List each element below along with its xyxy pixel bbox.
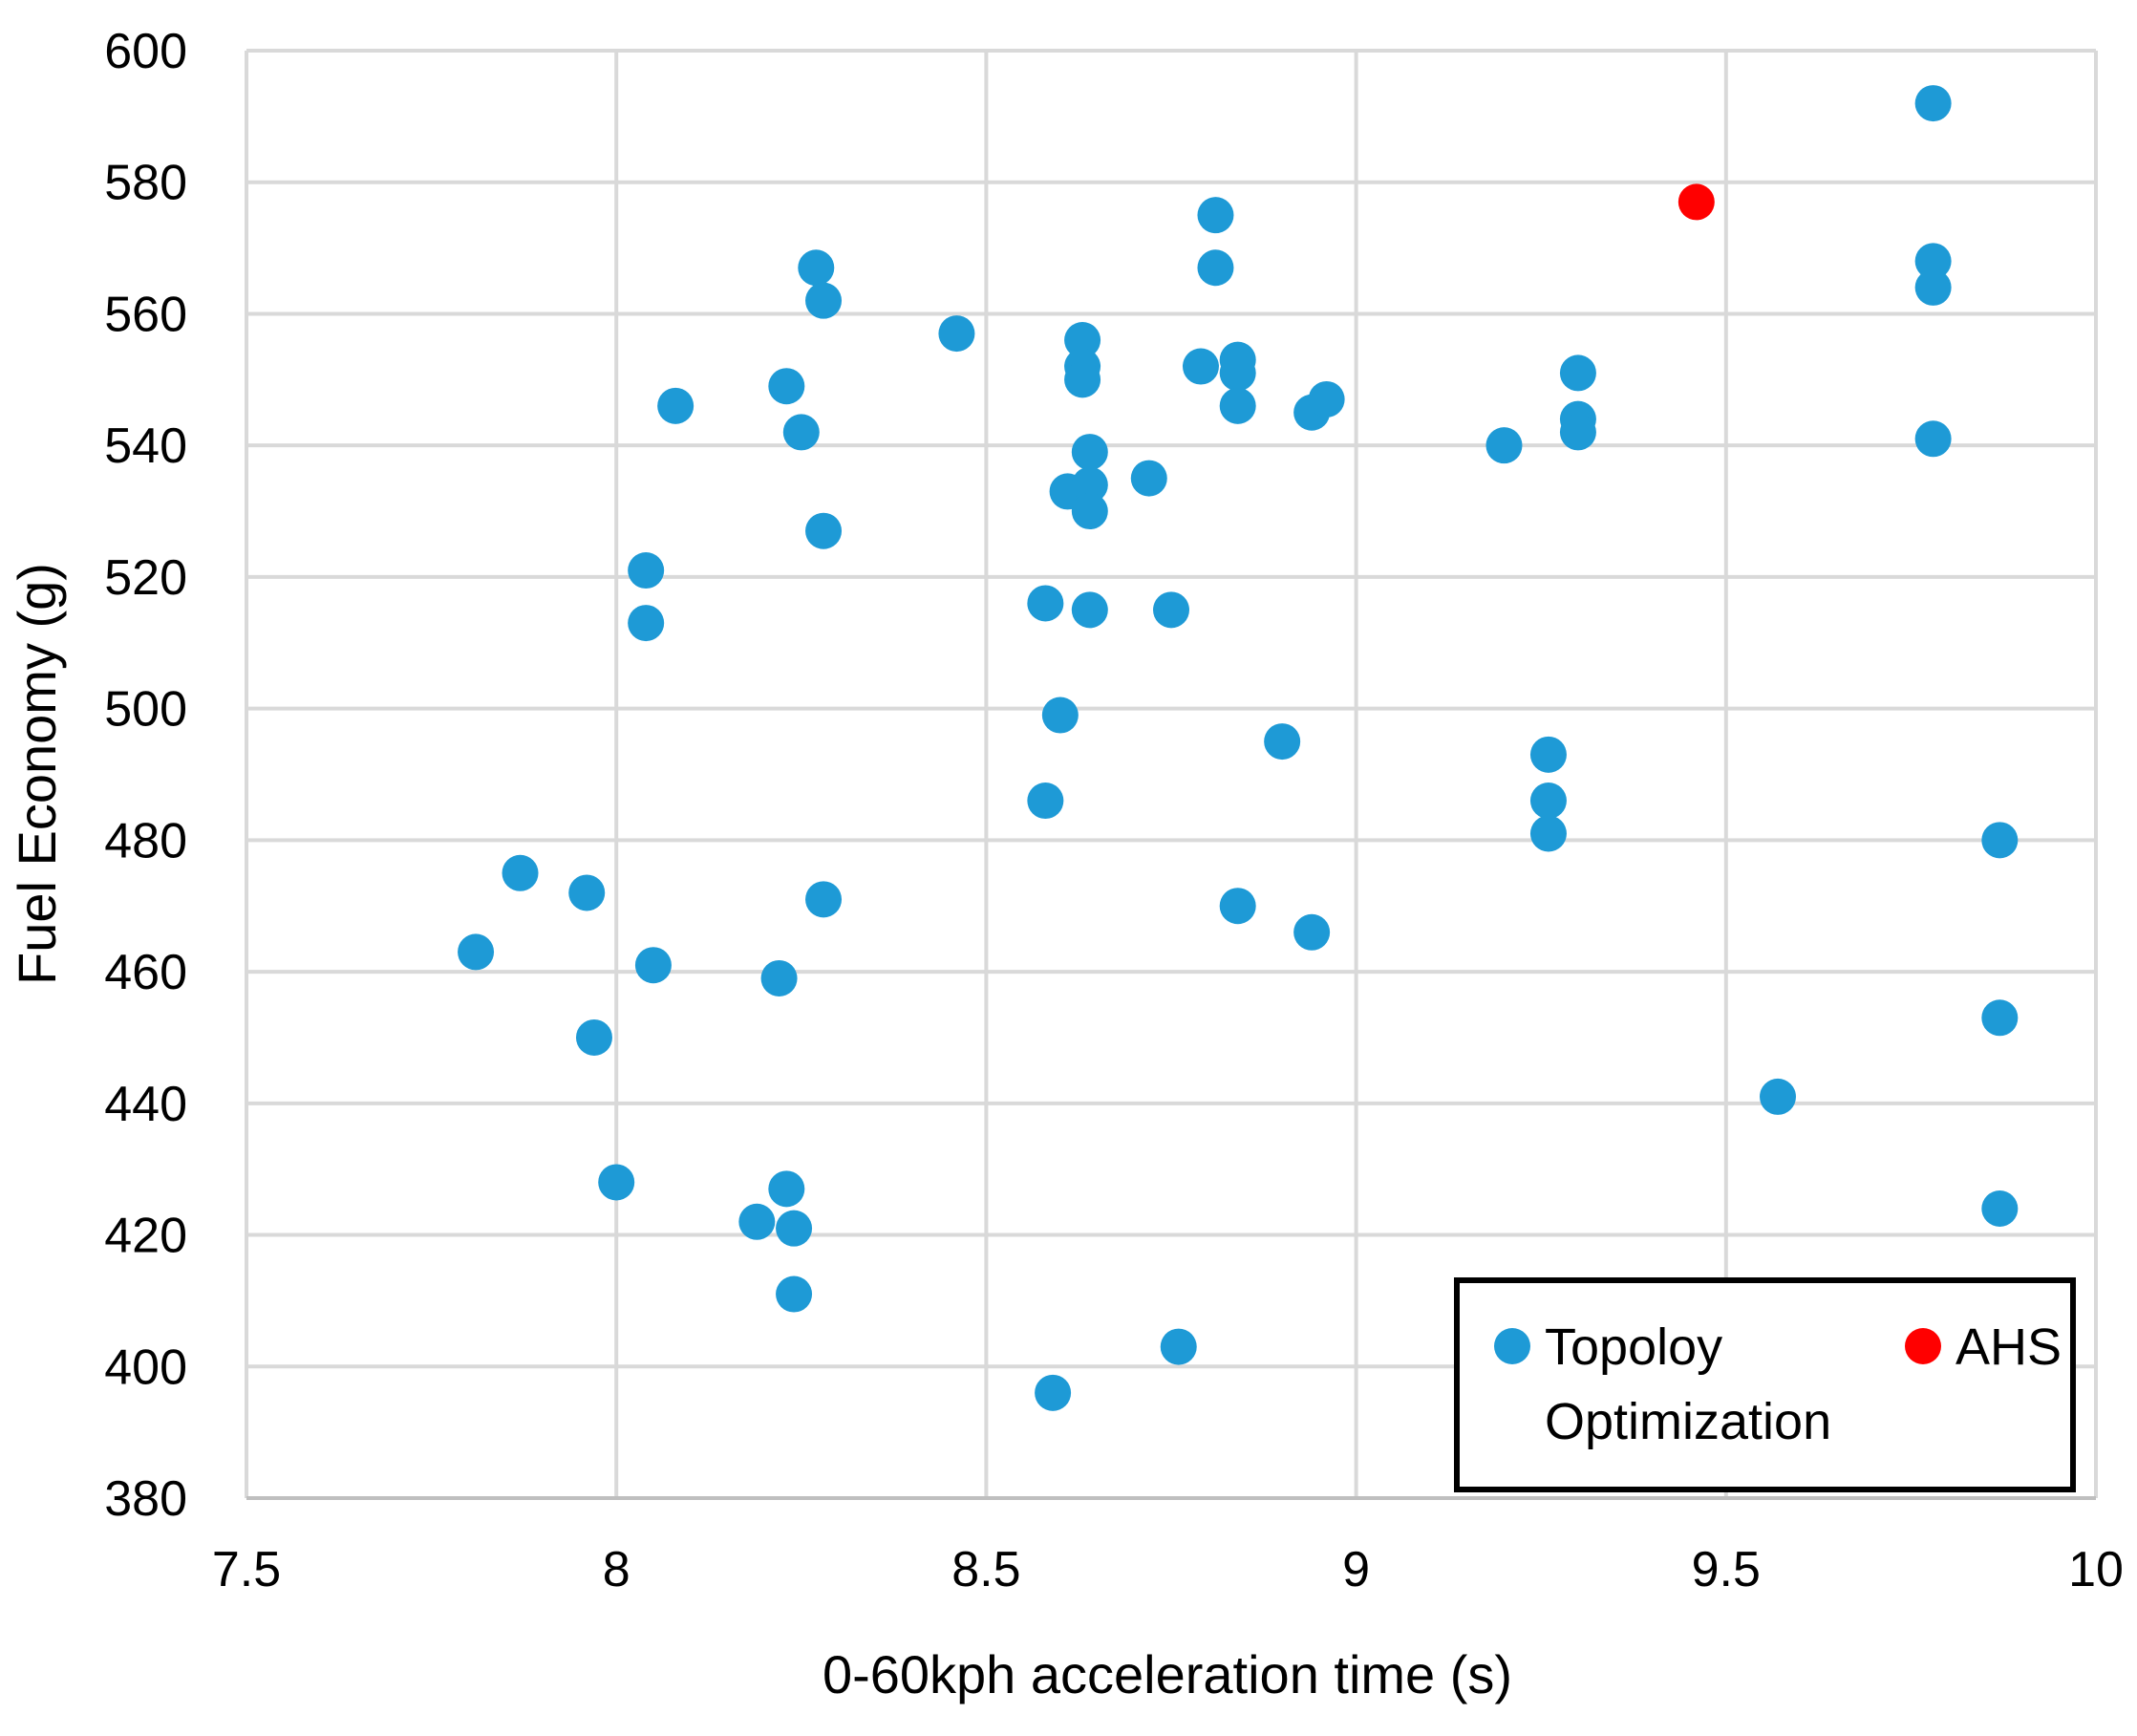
- data-point-topology: [1027, 585, 1064, 622]
- data-point-topology: [628, 605, 665, 642]
- y-tick-label: 460: [104, 945, 187, 1000]
- data-point-topology: [1914, 243, 1952, 280]
- data-point-topology: [598, 1164, 635, 1201]
- data-point-topology: [575, 1018, 612, 1056]
- grid-lines: [245, 49, 2098, 1500]
- data-points: [458, 85, 2019, 1411]
- data-point-topology: [1130, 460, 1167, 497]
- x-tick-label: 9: [1342, 1542, 1370, 1597]
- data-point-topology: [1760, 1078, 1797, 1115]
- data-point-topology: [1264, 723, 1301, 761]
- data-point-topology: [1064, 361, 1101, 398]
- data-point-topology: [1559, 414, 1596, 451]
- data-point-topology: [1529, 782, 1567, 820]
- data-point-topology: [1914, 268, 1952, 306]
- x-tick-label: 10: [2068, 1542, 2124, 1597]
- data-point-topology: [1035, 1374, 1072, 1411]
- data-point-topology: [1981, 822, 2019, 859]
- data-point-topology: [568, 874, 606, 911]
- data-point-topology: [1529, 815, 1567, 852]
- data-point-topology: [760, 959, 798, 997]
- x-tick-label: 8: [603, 1542, 630, 1597]
- x-tick-label: 8.5: [951, 1542, 1020, 1597]
- legend-label-topology: Optimization: [1545, 1393, 1831, 1450]
- y-tick-label: 420: [104, 1209, 187, 1264]
- data-point-topology: [1293, 913, 1331, 951]
- data-point-topology: [1160, 1328, 1197, 1365]
- data-point-topology: [1308, 380, 1345, 418]
- data-point-topology: [502, 854, 539, 891]
- data-point-topology: [1182, 348, 1219, 385]
- data-point-topology: [1071, 466, 1108, 504]
- data-point-topology: [1914, 420, 1952, 458]
- data-point-topology: [768, 1170, 805, 1208]
- data-point-topology: [776, 1275, 813, 1313]
- x-axis-ticks: 7.5 8 8.5 9 9.5 10: [212, 1542, 2124, 1597]
- data-point-topology: [458, 933, 495, 971]
- legend-marker-ahs: [1905, 1328, 1941, 1364]
- data-point-topology: [657, 387, 695, 424]
- data-point-topology: [776, 1210, 813, 1247]
- legend-label-ahs: AHS: [1955, 1318, 2062, 1376]
- y-tick-label: 380: [104, 1471, 187, 1527]
- data-point-topology: [634, 947, 672, 984]
- data-point-topology: [1219, 888, 1256, 925]
- data-point-topology: [1153, 591, 1189, 629]
- data-point-topology: [1071, 493, 1108, 530]
- data-point-topology: [1064, 322, 1101, 358]
- data-point-topology: [1529, 736, 1567, 773]
- x-tick-label: 7.5: [212, 1542, 281, 1597]
- data-point-topology: [805, 512, 843, 549]
- x-tick-label: 9.5: [1692, 1542, 1761, 1597]
- data-point-topology: [798, 249, 835, 287]
- y-tick-label: 540: [104, 418, 187, 474]
- data-point-topology: [1071, 591, 1108, 629]
- y-axis-ticks: 380 400 420 440 460 480 500 520 540 560 580 600: [104, 24, 187, 1527]
- data-point-topology: [805, 881, 843, 918]
- legend-box: [1454, 1277, 2076, 1492]
- data-point-topology: [938, 315, 975, 353]
- data-point-topology: [1914, 85, 1952, 122]
- data-point-topology: [1197, 249, 1234, 287]
- y-tick-label: 560: [104, 287, 187, 342]
- x-axis-title: 0-60kph acceleration time (s): [823, 1644, 1512, 1704]
- y-tick-label: 520: [104, 550, 187, 606]
- data-point-topology: [1219, 387, 1256, 424]
- data-point-topology: [1041, 697, 1079, 734]
- y-tick-label: 600: [104, 24, 187, 79]
- data-point-topology: [1071, 434, 1108, 471]
- data-point-topology: [805, 282, 843, 319]
- data-point-topology: [1981, 1190, 2019, 1227]
- data-point-topology: [1219, 354, 1256, 392]
- data-point-topology: [782, 414, 820, 451]
- data-point-topology: [628, 552, 665, 589]
- legend: Topoloy Optimization AHS: [1454, 1277, 2076, 1492]
- y-tick-label: 440: [104, 1077, 187, 1132]
- y-axis-title: Fuel Economy (g): [7, 563, 67, 985]
- y-tick-label: 400: [104, 1340, 187, 1395]
- data-point-topology: [1485, 427, 1523, 464]
- data-point-topology: [1197, 197, 1234, 234]
- legend-marker-topology: [1494, 1328, 1530, 1364]
- y-tick-label: 500: [104, 682, 187, 738]
- data-point-topology: [738, 1203, 776, 1240]
- data-point-ahs: [1678, 183, 1715, 221]
- data-point-topology: [1559, 354, 1596, 392]
- data-point-topology: [1981, 999, 2019, 1037]
- legend-label-topology: Topoloy: [1545, 1318, 1722, 1376]
- y-tick-label: 480: [104, 813, 187, 868]
- data-point-topology: [768, 368, 805, 405]
- data-point-topology: [1027, 782, 1064, 820]
- y-tick-label: 580: [104, 156, 187, 211]
